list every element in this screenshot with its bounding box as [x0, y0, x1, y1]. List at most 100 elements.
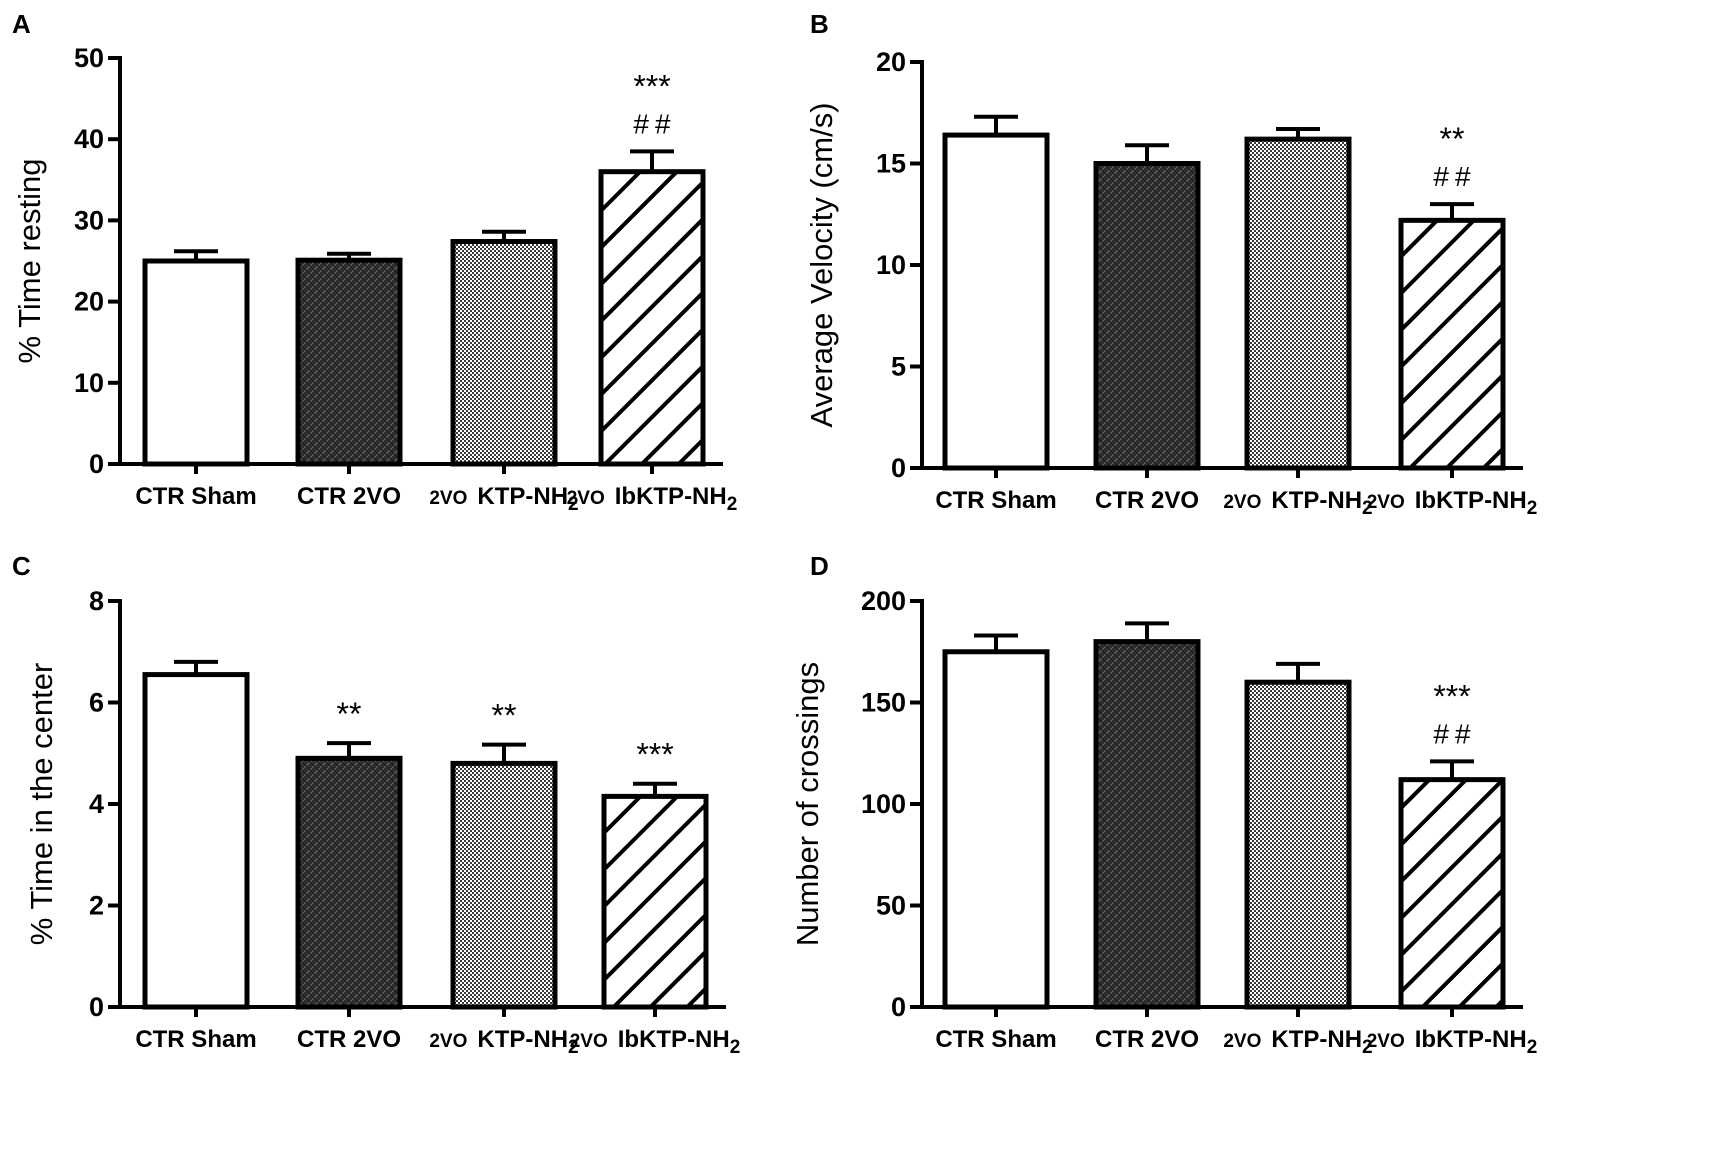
significance-stars: **	[337, 696, 362, 732]
x-tick-prefix: CTR Sham	[135, 1026, 256, 1053]
y-tick-label: 0	[891, 992, 906, 1022]
y-tick-label: 20	[876, 47, 906, 77]
significance-hash: ##	[1433, 161, 1476, 192]
bar-diagonal	[598, 169, 706, 467]
bar-white	[942, 132, 1050, 471]
bar-white	[142, 258, 250, 467]
x-tick-main: IbKTP-NH	[615, 483, 727, 510]
y-tick-label: 0	[891, 453, 906, 483]
x-tick-label: CTR 2VO	[1095, 487, 1199, 514]
x-tick-prefix: 2VO	[1367, 492, 1405, 513]
significance-hash: ##	[1433, 718, 1476, 749]
x-tick-main: IbKTP-NH	[618, 1026, 730, 1053]
x-tick-prefix: 2VO	[1223, 492, 1261, 513]
x-tick-label: CTR Sham	[135, 1026, 256, 1053]
y-tick-label: 20	[74, 287, 104, 317]
x-tick-subscript: 2	[1362, 1037, 1373, 1058]
chart-panel-a: A % Time resting 0 10 20 30 40 50 CTR Sham CTR 2V…	[12, 9, 737, 515]
bar-checker	[1244, 679, 1352, 1010]
x-tick-label: 2VO IbKTP-NH2	[1367, 1026, 1538, 1058]
y-tick-label: 50	[876, 891, 906, 921]
bar-white	[142, 672, 250, 1010]
y-tick-label: 5	[891, 352, 906, 382]
y-tick-label: 100	[861, 789, 906, 819]
x-tick-label: 2VO IbKTP-NH2	[570, 1026, 741, 1058]
x-tick-prefix: CTR 2VO	[297, 483, 401, 510]
y-tick-label: 0	[89, 449, 104, 479]
x-tick-main: KTP-NH	[477, 1026, 568, 1053]
x-tick-prefix: 2VO	[429, 1031, 467, 1052]
bar-dark-weave	[1093, 639, 1201, 1010]
x-tick-prefix: CTR Sham	[135, 483, 256, 510]
panel-letter: D	[810, 551, 829, 581]
panel-letter: A	[12, 9, 31, 39]
y-tick-label: 30	[74, 205, 104, 235]
panel-letter: B	[810, 9, 829, 39]
x-tick-subscript: 2	[1362, 498, 1373, 519]
chart-panel-b: B Average Velocity (cm/s) 0 5 10 15 20 CTR Sham…	[804, 9, 1537, 519]
significance-stars: ***	[633, 68, 670, 104]
significance-stars: **	[1440, 121, 1465, 157]
bar-white	[942, 649, 1050, 1010]
x-tick-prefix: CTR Sham	[935, 1026, 1056, 1053]
x-tick-prefix: 2VO	[1223, 1031, 1261, 1052]
panel-letter: C	[12, 551, 31, 581]
x-tick-label: CTR 2VO	[1095, 1026, 1199, 1053]
y-axis-label: % Time in the center	[24, 663, 59, 946]
significance-stars: ***	[636, 737, 673, 773]
y-tick-label: 6	[89, 688, 104, 718]
bar-checker	[450, 239, 558, 467]
x-tick-main: IbKTP-NH	[1415, 1026, 1527, 1053]
y-tick-label: 2	[89, 891, 104, 921]
significance-hash: ##	[633, 108, 676, 139]
y-tick-label: 0	[89, 992, 104, 1022]
y-axis-label: Number of crossings	[790, 662, 825, 946]
y-tick-label: 200	[861, 586, 906, 616]
chart-panel-c: C % Time in the center 0 2 4 6 8 CTR Sham CTR 2V…	[12, 551, 740, 1058]
y-tick-label: 8	[89, 586, 104, 616]
x-tick-prefix: CTR Sham	[935, 487, 1056, 514]
x-tick-prefix: 2VO	[429, 488, 467, 509]
significance-stars: ***	[1433, 678, 1470, 714]
x-tick-label: CTR Sham	[135, 483, 256, 510]
significance-stars: **	[492, 698, 517, 734]
x-tick-label: 2VO IbKTP-NH2	[1367, 487, 1538, 519]
y-tick-label: 10	[876, 250, 906, 280]
x-tick-main: IbKTP-NH	[1415, 487, 1527, 514]
y-tick-label: 150	[861, 688, 906, 718]
x-tick-main: KTP-NH	[1271, 1026, 1362, 1053]
x-tick-subscript: 2	[727, 494, 738, 515]
x-tick-prefix: 2VO	[567, 488, 605, 509]
y-axis-label: % Time resting	[12, 158, 47, 363]
x-tick-label: 2VO IbKTP-NH2	[567, 483, 738, 515]
x-tick-main: KTP-NH	[477, 483, 568, 510]
x-tick-label: CTR Sham	[935, 487, 1056, 514]
x-tick-prefix: CTR 2VO	[297, 1026, 401, 1053]
x-tick-label: 2VO KTP-NH2	[1223, 487, 1372, 519]
bar-dark-weave	[295, 755, 403, 1010]
x-tick-subscript: 2	[730, 1037, 741, 1058]
bar-checker	[450, 760, 558, 1010]
y-tick-label: 4	[89, 789, 104, 819]
x-tick-subscript: 2	[568, 1037, 579, 1058]
bar-diagonal	[601, 793, 709, 1010]
x-tick-prefix: CTR 2VO	[1095, 487, 1199, 514]
bar-diagonal	[1398, 217, 1506, 471]
x-tick-label: CTR Sham	[935, 1026, 1056, 1053]
y-tick-label: 15	[876, 149, 906, 179]
chart-panel-d: D Number of crossings 0 50 100 150 200 CTR Sham…	[790, 551, 1537, 1058]
y-tick-label: 40	[74, 124, 104, 154]
bar-diagonal	[1398, 777, 1506, 1010]
y-tick-label: 10	[74, 368, 104, 398]
x-tick-label: 2VO KTP-NH2	[429, 1026, 578, 1058]
bar-checker	[1244, 136, 1352, 471]
x-tick-label: 2VO KTP-NH2	[429, 483, 578, 515]
x-tick-subscript: 2	[1527, 498, 1538, 519]
x-tick-label: 2VO KTP-NH2	[1223, 1026, 1372, 1058]
x-tick-main: KTP-NH	[1271, 487, 1362, 514]
x-tick-prefix: 2VO	[570, 1031, 608, 1052]
bar-dark-weave	[1093, 161, 1201, 471]
x-tick-label: CTR 2VO	[297, 483, 401, 510]
x-tick-prefix: CTR 2VO	[1095, 1026, 1199, 1053]
